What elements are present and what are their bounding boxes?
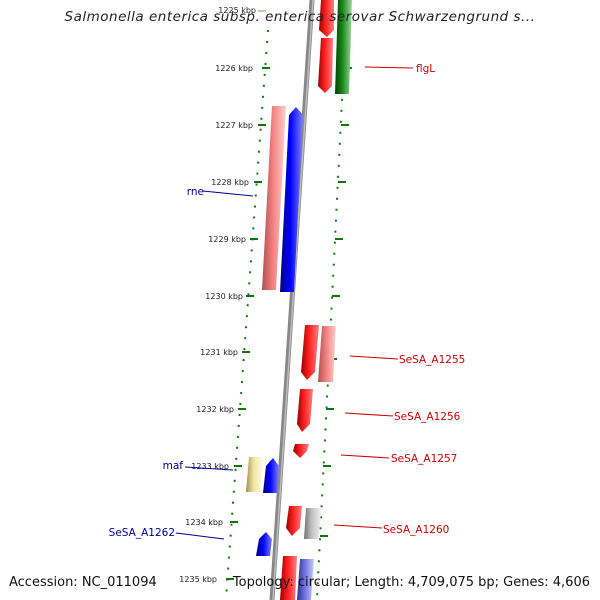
tick-label: 1230 kbp	[205, 292, 243, 301]
gene-label-flgL[interactable]: flgL	[416, 63, 435, 75]
topology-text: Topology: circular; Length: 4,709,075 bp…	[232, 575, 590, 590]
gene-feature-blue-maf[interactable]	[263, 458, 279, 493]
gene-feature-red-1255[interactable]	[301, 325, 319, 380]
tick-label: 1225 kbp	[218, 6, 256, 15]
gene-features	[246, 0, 352, 600]
genome-backbone-highlight	[272, 0, 314, 600]
tick-label: 1227 kbp	[215, 121, 253, 130]
gene-label-sesa-a1262[interactable]: SeSA_A1262	[109, 527, 175, 539]
left-ruler-track	[225, 29, 269, 599]
gene-feature-yellow-maf[interactable]	[246, 457, 263, 492]
gene-label-sesa-a1256[interactable]: SeSA_A1256	[394, 411, 461, 423]
tick-label: 1231 kbp	[200, 348, 238, 357]
gene-label-sesa-a1260[interactable]: SeSA_A1260	[383, 524, 449, 536]
gene-label-rne[interactable]: rne	[187, 186, 204, 198]
genome-backbone	[269, 0, 315, 600]
gene-feature-green[interactable]	[335, 0, 352, 94]
tick-label: 1229 kbp	[208, 235, 246, 244]
gene-label-maf[interactable]: maf	[163, 460, 184, 472]
tick-labels: 1225 kbp 1226 kbp 1227 kbp 1228 kbp 1229…	[179, 6, 256, 584]
gene-feature-red-1257[interactable]	[293, 444, 309, 458]
right-major-ticks	[320, 67, 352, 537]
gene-feature-violet-bottom[interactable]	[297, 559, 314, 600]
gene-feature-red-1260[interactable]	[286, 506, 302, 536]
label-connectors	[175, 66, 414, 540]
gene-label-sesa-a1255[interactable]: SeSA_A1255	[399, 354, 465, 366]
gene-feature-blue[interactable]	[280, 107, 303, 292]
gene-feature-grey-1260[interactable]	[304, 508, 321, 539]
gene-feature-red-bottom[interactable]	[280, 556, 297, 600]
gene-label-sesa-a1257[interactable]: SeSA_A1257	[391, 453, 457, 465]
gene-feature-red[interactable]	[319, 0, 334, 37]
tick-label: 1226 kbp	[215, 64, 253, 73]
gene-feature-blue-1262[interactable]	[256, 532, 272, 556]
accession-text: Accession: NC_011094	[9, 575, 157, 590]
gene-labels: flgL rne SeSA_A1255 SeSA_A1256 SeSA_A125…	[109, 63, 466, 539]
tick-label: 1233 kbp	[191, 462, 229, 471]
gene-feature-red-1256[interactable]	[297, 389, 313, 432]
left-major-ticks	[226, 10, 270, 580]
gene-feature-red-flgL[interactable]	[318, 38, 333, 93]
gene-feature-pink-rne[interactable]	[262, 106, 286, 290]
tick-label: 1228 kbp	[211, 178, 249, 187]
tick-label: 1235 kbp	[179, 575, 217, 584]
tick-label: 1232 kbp	[196, 405, 234, 414]
map-title: Salmonella enterica subsp. enterica sero…	[64, 9, 536, 25]
right-ruler-track	[316, 0, 348, 599]
tick-label: 1234 kbp	[185, 518, 223, 527]
gene-feature-pink-1255[interactable]	[318, 326, 336, 382]
